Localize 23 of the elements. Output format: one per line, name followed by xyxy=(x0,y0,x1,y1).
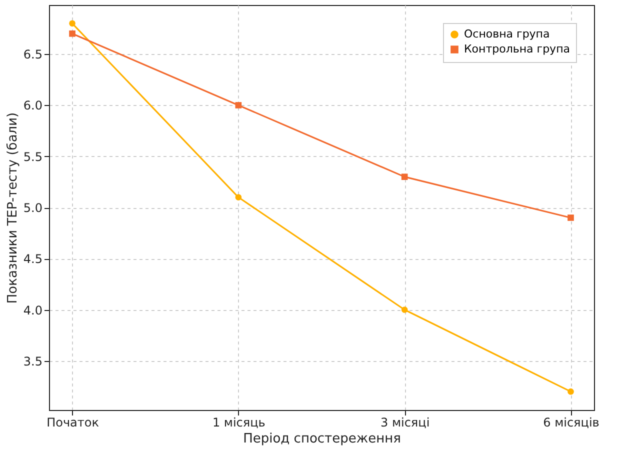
point xyxy=(568,388,574,395)
point xyxy=(69,30,76,37)
x-tick-label: 1 місяць xyxy=(212,416,266,430)
legend-label: Основна група xyxy=(464,28,550,40)
y-tick-label: 3.5 xyxy=(23,354,42,368)
y-tick-label: 4.5 xyxy=(23,252,42,266)
y-tick-label: 6.5 xyxy=(23,48,42,62)
point xyxy=(235,102,242,108)
point xyxy=(401,174,408,180)
point xyxy=(401,306,408,313)
y-axis-title: Показники TEP-тесту (бали) xyxy=(5,112,20,304)
y-tick-label: 6.0 xyxy=(23,98,42,113)
y-tick-label: 5.5 xyxy=(23,150,42,164)
x-tick-label: 3 місяці xyxy=(380,416,430,430)
point xyxy=(69,20,76,27)
y-tick-label: 5.0 xyxy=(23,201,42,215)
x-axis-title: Період спостереження xyxy=(243,432,401,446)
x-tick-label: 6 місяців xyxy=(543,416,600,430)
point xyxy=(568,214,574,221)
point xyxy=(235,194,242,200)
legend-label: Контрольна група xyxy=(464,42,570,56)
y-tick-label: 4.0 xyxy=(23,303,42,318)
x-tick-label: Початок xyxy=(46,416,99,430)
